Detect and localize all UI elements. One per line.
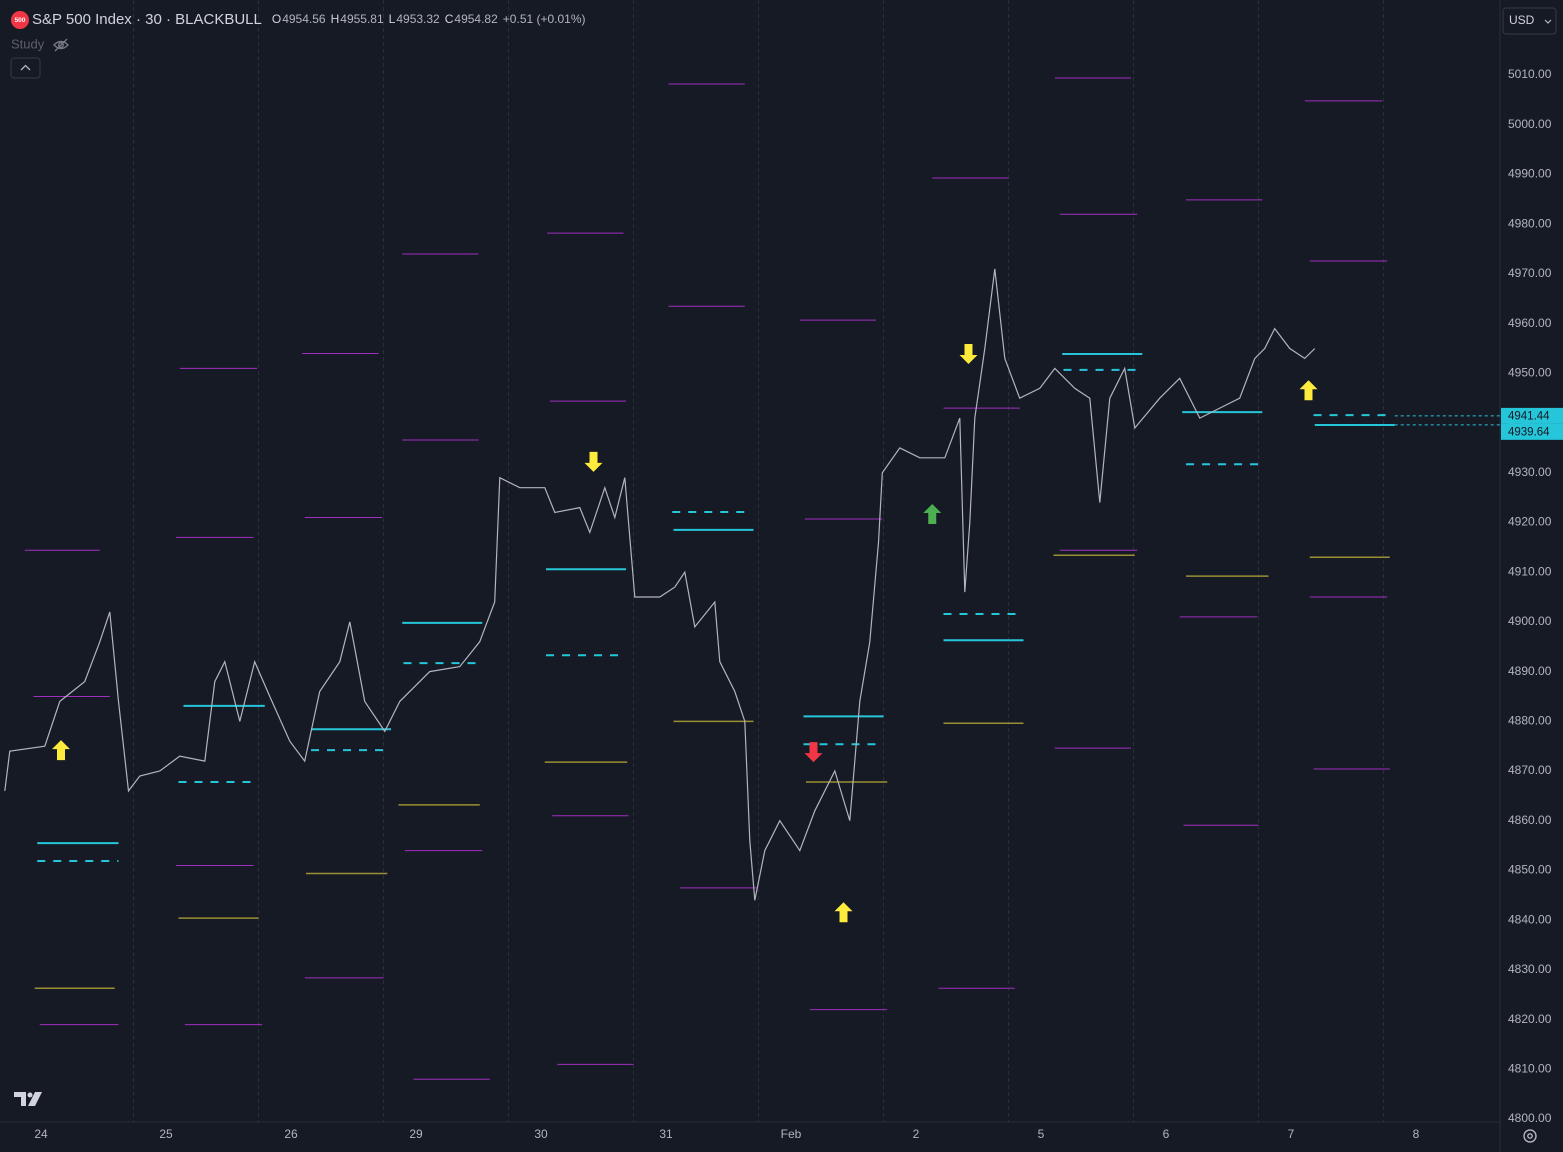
signals (52, 343, 1318, 923)
signal-arrow (923, 504, 942, 525)
signal-arrow (959, 343, 978, 364)
signal-arrow (834, 902, 853, 923)
ohlc-label: H (331, 12, 340, 26)
ohlc-label: O (272, 12, 281, 26)
collapse-button[interactable] (10, 57, 41, 79)
x-tick-label: 5 (1038, 1127, 1045, 1141)
ohlc-label: L (389, 12, 396, 26)
y-tick-label: 4850.00 (1508, 863, 1552, 877)
x-tick-label: 8 (1413, 1127, 1420, 1141)
symbol-badge-text: 500 (15, 17, 26, 24)
x-tick-label: 7 (1288, 1127, 1295, 1141)
x-tick-label: 31 (659, 1127, 673, 1141)
y-tick-label: 4800.00 (1508, 1111, 1552, 1125)
ohlc-value: 4953.32 (396, 12, 440, 26)
settings-icon[interactable] (1523, 1129, 1537, 1143)
ohlc-value: 4955.81 (340, 12, 384, 26)
ohlc-value: 4954.82 (454, 12, 498, 26)
currency-chevron (1544, 19, 1552, 24)
signal-arrow (584, 451, 603, 472)
y-tick-label: 4960.00 (1508, 316, 1552, 330)
study-label[interactable]: Study (11, 36, 45, 51)
ohlc-value: 4954.56 (282, 12, 326, 26)
price-label: 4941.44 (1508, 410, 1550, 422)
session-breaks (133, 0, 1384, 1122)
x-tick-label: 25 (159, 1127, 173, 1141)
y-tick-label: 4820.00 (1508, 1012, 1552, 1026)
y-tick-label: 4980.00 (1508, 216, 1552, 230)
y-tick-label: 4930.00 (1508, 465, 1552, 479)
y-tick-label: 4970.00 (1508, 266, 1552, 280)
currency-button[interactable] (1502, 7, 1557, 35)
signal-arrow (1299, 380, 1318, 401)
collapse-icon (20, 64, 31, 71)
y-tick-label: 4810.00 (1508, 1061, 1552, 1075)
currency-label: USD (1509, 13, 1535, 27)
x-tick-label: 30 (534, 1127, 548, 1141)
axes: 4800.00 4810.00 4820.00 4830.00 4840.00 4850.… (34, 67, 1563, 1141)
y-tick-label: 5000.00 (1508, 117, 1552, 131)
y-tick-label: 4920.00 (1508, 515, 1552, 529)
price-label: 4939.64 (1508, 426, 1550, 438)
price (4, 268, 1316, 901)
signal-arrow (804, 742, 823, 763)
price-label-box (1501, 423, 1563, 440)
y-tick-label: 5010.00 (1508, 67, 1552, 81)
price-line (4, 268, 1316, 901)
y-tick-label: 4870.00 (1508, 763, 1552, 777)
legend-header: 500 S&P 500 Index · 30 · BLACKBULL Study… (10, 11, 586, 79)
x-tick-label: Feb (781, 1127, 802, 1141)
hide-icon[interactable] (53, 38, 69, 52)
price-label-box (1501, 407, 1563, 424)
y-tick-label: 4910.00 (1508, 564, 1552, 578)
y-tick-label: 4860.00 (1508, 813, 1552, 827)
y-tick-label: 4840.00 (1508, 912, 1552, 926)
x-tick-label: 2 (913, 1127, 920, 1141)
signal-arrow (52, 740, 70, 761)
symbol-badge (11, 11, 29, 29)
y-tick-label: 4950.00 (1508, 366, 1552, 380)
symbol-title[interactable]: S&P 500 Index · 30 · BLACKBULL (32, 11, 262, 28)
change-value: +0.51 (+0.01%) (503, 12, 586, 26)
y-tick-label: 4900.00 (1508, 614, 1552, 628)
y-tick-label: 4890.00 (1508, 664, 1552, 678)
ohlc-label: C (445, 12, 454, 26)
tradingview-logo[interactable] (14, 1092, 42, 1106)
x-tick-label: 26 (284, 1127, 298, 1141)
x-tick-label: 24 (34, 1127, 48, 1141)
x-tick-label: 6 (1163, 1127, 1170, 1141)
y-tick-label: 4990.00 (1508, 167, 1552, 181)
levels (24, 77, 1395, 1080)
y-tick-label: 4830.00 (1508, 962, 1552, 976)
y-tick-label: 4880.00 (1508, 713, 1552, 727)
x-tick-label: 29 (409, 1127, 423, 1141)
